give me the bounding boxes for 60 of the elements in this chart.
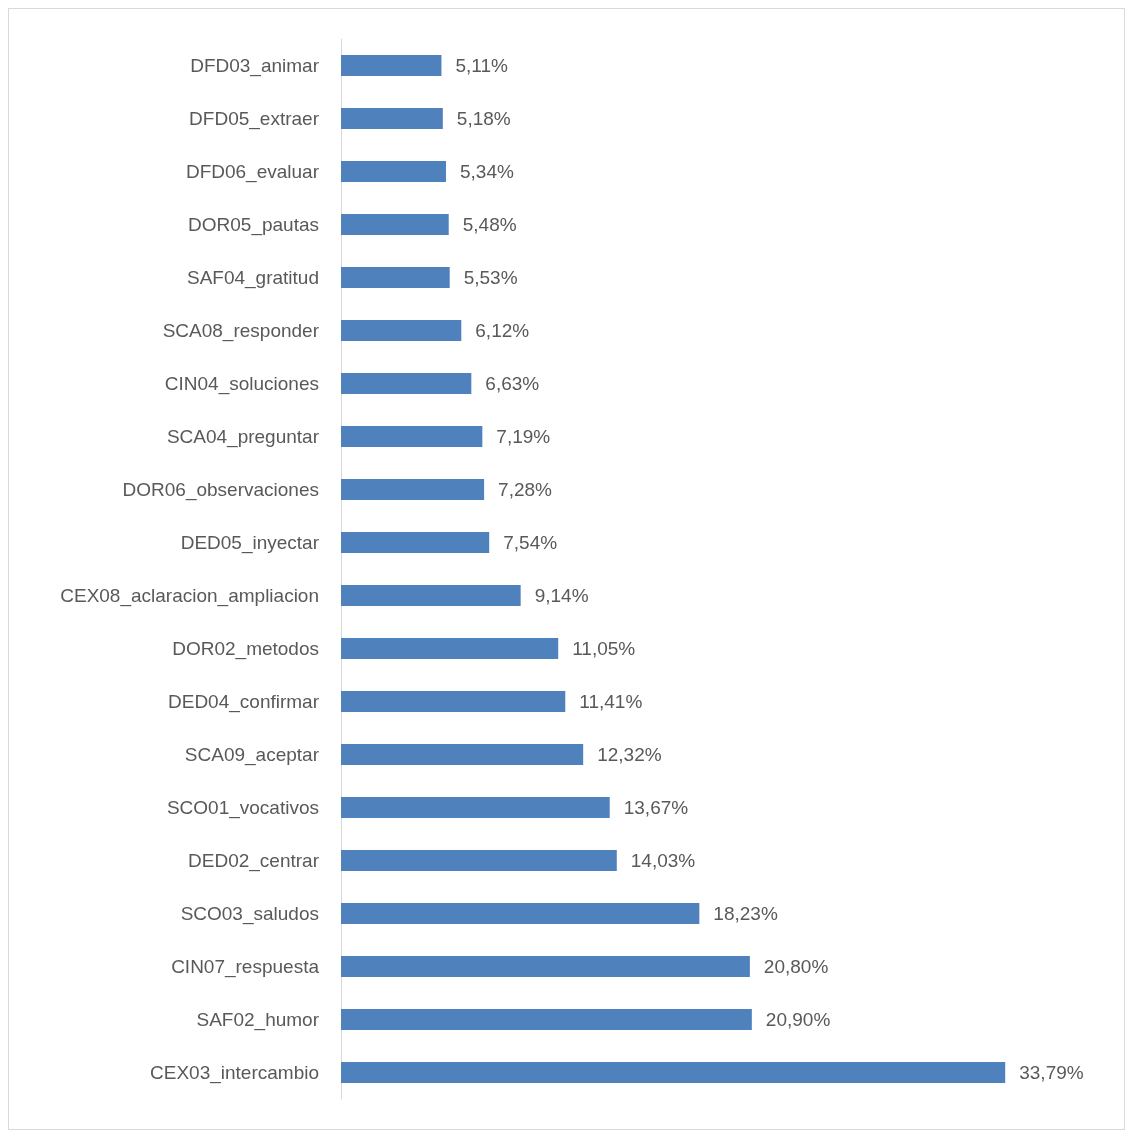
data-label: 20,90% [765, 1009, 831, 1030]
y-tick-label: SCA04_preguntar [166, 426, 320, 448]
bar [341, 54, 442, 77]
y-tick-label: DED05_inyectar [180, 532, 320, 554]
data-label: 7,54% [503, 532, 558, 553]
y-tick-label: DFD05_extraer [189, 108, 320, 130]
bar [341, 955, 750, 978]
bar [341, 1008, 752, 1031]
bar [341, 637, 559, 660]
data-label: 7,19% [496, 426, 551, 447]
data-label: 11,41% [579, 691, 643, 712]
bar [341, 584, 521, 607]
bar [341, 849, 617, 872]
bar [341, 1061, 1006, 1084]
y-tick-label: SAF04_gratitud [186, 267, 319, 289]
data-label: 33,79% [1019, 1062, 1084, 1083]
data-label: 12,32% [597, 744, 662, 765]
bar [341, 902, 700, 925]
y-tick-label: DED04_confirmar [168, 691, 320, 713]
data-label: 5,34% [459, 161, 514, 182]
y-tick-label: DOR05_pautas [188, 214, 319, 236]
bar [341, 796, 610, 819]
bar [341, 319, 462, 342]
y-tick-label: SAF02_humor [196, 1009, 320, 1031]
bar [341, 743, 584, 766]
y-tick-label: DOR06_observaciones [122, 479, 319, 501]
y-tick-label: DOR02_metodos [172, 638, 319, 660]
y-tick-label: SCO03_saludos [180, 903, 319, 925]
y-tick-label: DFD06_evaluar [185, 161, 320, 183]
y-tick-label: CEX08_aclaracion_ampliacion [60, 585, 319, 607]
y-tick-label: SCO01_vocativos [166, 797, 319, 819]
bar [341, 160, 446, 183]
y-tick-label: DFD03_animar [190, 55, 320, 77]
y-tick-label: SCA08_responder [162, 320, 320, 342]
data-label: 6,63% [485, 373, 540, 394]
bar [341, 107, 443, 130]
y-tick-label: CEX03_intercambio [150, 1062, 319, 1084]
y-tick-label: CIN07_respuesta [171, 956, 320, 978]
data-label: 7,28% [498, 479, 553, 500]
bar [341, 425, 483, 448]
data-label: 11,05% [572, 638, 636, 659]
bar [341, 531, 490, 554]
data-label: 6,12% [475, 320, 530, 341]
bar [341, 372, 472, 395]
data-label: 20,80% [763, 956, 829, 977]
bar [341, 690, 566, 713]
y-tick-label: CIN04_soluciones [164, 373, 319, 395]
data-label: 5,48% [462, 214, 517, 235]
data-label: 18,23% [713, 903, 778, 924]
data-label: 5,11% [455, 55, 509, 76]
bar [341, 213, 449, 236]
bar [341, 266, 450, 289]
bar [341, 478, 485, 501]
data-label: 5,53% [463, 267, 518, 288]
data-label: 5,18% [456, 108, 511, 129]
data-label: 9,14% [534, 585, 589, 606]
data-label: 14,03% [630, 850, 696, 871]
y-tick-label: DED02_centrar [188, 850, 320, 872]
y-tick-label: SCA09_aceptar [184, 744, 320, 766]
data-label: 13,67% [623, 797, 689, 818]
